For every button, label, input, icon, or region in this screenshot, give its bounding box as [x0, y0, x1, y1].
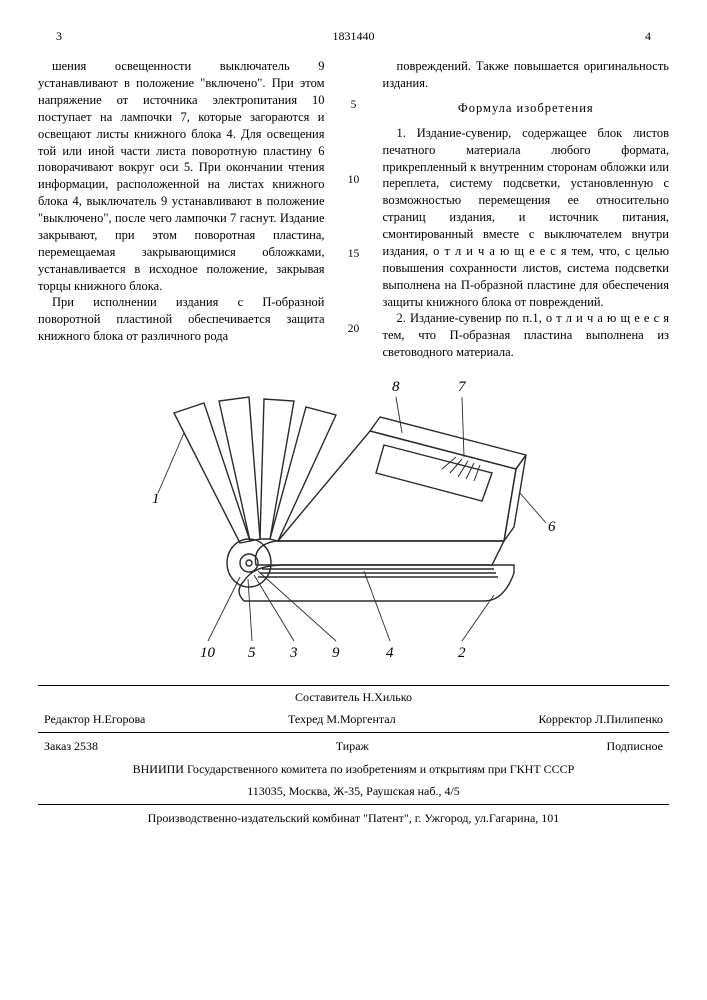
fig-label-6: 6: [548, 519, 556, 535]
fig-label-9: 9: [332, 645, 340, 661]
fig-label-4: 4: [386, 645, 394, 661]
page-header: 3 1831440 4: [38, 28, 669, 44]
ln-10: 10: [347, 173, 361, 189]
podpis: Подписное: [606, 738, 663, 754]
fig-label-10: 10: [200, 645, 216, 661]
techred: Техред М.Моргентал: [288, 711, 396, 727]
fig-label-2: 2: [458, 645, 466, 661]
ln-20: 20: [347, 322, 361, 338]
prod: Производственно-издательский комбинат "П…: [38, 807, 669, 829]
footer: Составитель Н.Хилько Редактор Н.Егорова …: [38, 685, 669, 829]
right-p2: 1. Издание-сувенир, содержащее блок лист…: [383, 125, 670, 311]
page-num-right: 4: [645, 28, 651, 44]
right-column: повреждений. Также повышается оригинальн…: [383, 58, 670, 361]
corrector: Корректор Л.Пилипенко: [538, 711, 663, 727]
order: Заказ 2538: [44, 738, 98, 754]
page-num-left: 3: [56, 28, 62, 44]
composer: Составитель Н.Хилько: [38, 686, 669, 708]
editor: Редактор Н.Егорова: [44, 711, 145, 727]
fig-label-8: 8: [392, 379, 400, 395]
text-columns: шения освещенности выключатель 9 устанав…: [38, 58, 669, 361]
patent-number: 1831440: [333, 28, 375, 44]
right-p1: повреждений. Также повышается оригинальн…: [383, 58, 670, 92]
tirazh: Тираж: [336, 738, 369, 754]
fig-label-1: 1: [152, 491, 160, 507]
patent-figure: 1 8 7 6 10 5 3 9 4 2: [144, 373, 564, 673]
right-p3: 2. Издание-сувенир по п.1, о т л и ч а ю…: [383, 310, 670, 361]
left-p1: шения освещенности выключатель 9 устанав…: [38, 58, 325, 294]
ln-15: 15: [347, 247, 361, 263]
ln-5: 5: [347, 98, 361, 114]
fig-label-7: 7: [458, 379, 467, 395]
addr: 113035, Москва, Ж-35, Раушская наб., 4/5: [38, 780, 669, 802]
line-numbers: 5 10 15 20: [347, 58, 361, 361]
left-p2: При исполнении издания с П-образной пово…: [38, 294, 325, 345]
fig-label-5: 5: [248, 645, 256, 661]
formula-title: Формула изобретения: [383, 100, 670, 117]
fig-label-3: 3: [289, 645, 298, 661]
left-column: шения освещенности выключатель 9 устанав…: [38, 58, 325, 361]
org: ВНИИПИ Государственного комитета по изоб…: [38, 758, 669, 780]
